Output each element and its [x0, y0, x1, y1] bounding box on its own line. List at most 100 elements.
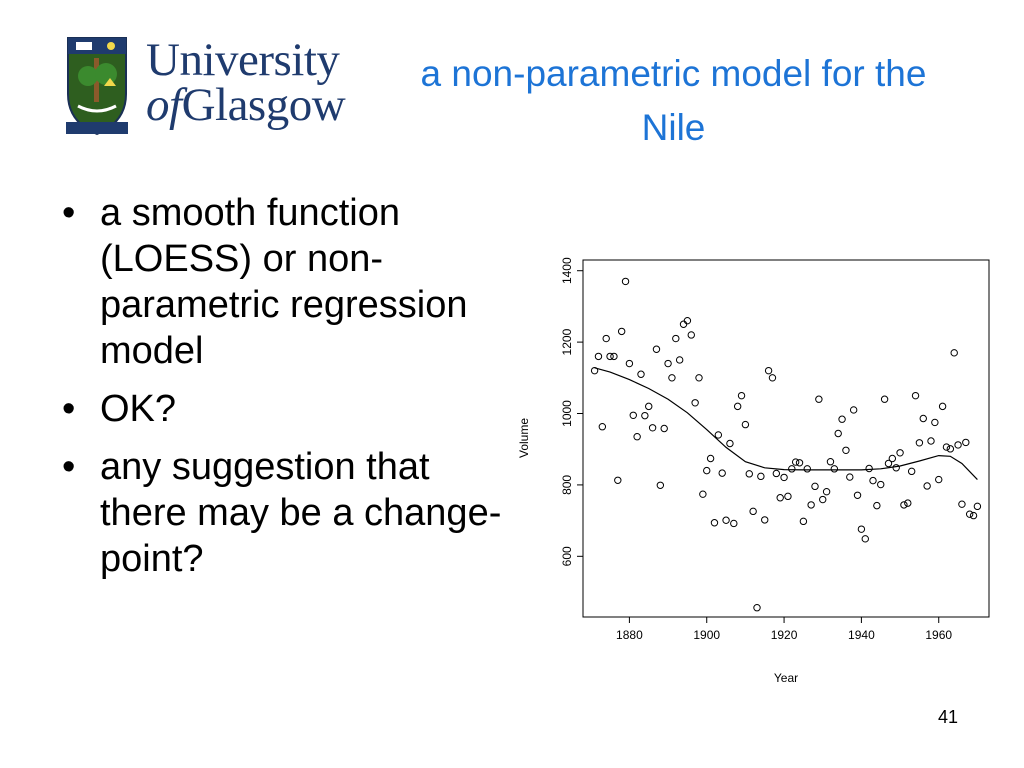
bullet-marker: • [62, 446, 76, 488]
data-point [730, 519, 738, 528]
data-point [749, 507, 757, 516]
data-point [938, 402, 947, 411]
data-point [865, 464, 873, 473]
data-point [791, 458, 800, 466]
data-point [838, 415, 846, 423]
data-point [733, 402, 742, 411]
page-number: 41 [938, 707, 959, 727]
university-logo: University ofGlasgow [66, 36, 388, 140]
data-point [590, 366, 599, 375]
data-point [803, 465, 811, 473]
data-point [853, 491, 862, 499]
data-point [857, 525, 866, 533]
data-point [869, 476, 877, 485]
data-point [637, 370, 645, 378]
data-point [772, 469, 781, 478]
data-point [675, 356, 684, 364]
data-point [822, 487, 831, 496]
y-axis-label: Volume [517, 418, 531, 458]
data-point [834, 429, 842, 438]
data-point [718, 469, 726, 477]
data-point [965, 510, 974, 518]
data-point [842, 446, 850, 454]
data-point [594, 352, 603, 361]
data-point [830, 465, 839, 473]
data-point [923, 482, 931, 490]
data-point [633, 433, 641, 441]
data-point [962, 438, 970, 447]
data-point [621, 277, 630, 286]
bullet-list: • a smooth function (LOESS) or non-parame… [62, 190, 502, 594]
data-point [699, 490, 707, 498]
data-point [710, 519, 719, 527]
data-point [695, 374, 703, 382]
data-point [656, 481, 665, 489]
data-point [737, 391, 746, 400]
data-point [687, 331, 695, 339]
data-point [819, 495, 827, 504]
x-axis-label: Year [774, 671, 798, 685]
data-point [935, 475, 943, 484]
data-point [625, 359, 634, 368]
data-point [795, 459, 804, 467]
data-point [969, 511, 978, 520]
data-point [761, 516, 769, 524]
data-point [915, 439, 924, 447]
data-point [896, 449, 904, 457]
slide-title: a non-parametric model for the Nile [420, 53, 927, 148]
y-tick-label: 600 [560, 546, 574, 566]
y-tick-label: 1000 [560, 400, 574, 427]
data-point [745, 470, 753, 478]
data-point [598, 423, 607, 431]
data-point [753, 604, 761, 612]
data-point [683, 316, 692, 325]
data-point [877, 480, 885, 489]
data-point [668, 374, 676, 382]
data-point [846, 473, 854, 481]
x-tick-label: 1880 [616, 628, 643, 642]
data-point [722, 516, 730, 524]
data-point [942, 443, 951, 451]
bullet-item: • a smooth function (LOESS) or non-parame… [62, 192, 468, 372]
data-point [703, 466, 711, 475]
x-tick-label: 1900 [693, 628, 720, 642]
data-point [629, 411, 637, 419]
data-point [617, 327, 626, 336]
data-point [826, 458, 835, 466]
data-point [652, 345, 661, 353]
data-point [648, 424, 657, 432]
data-point [907, 467, 916, 476]
data-point [614, 476, 622, 484]
data-point [815, 395, 823, 403]
y-tick-label: 1200 [560, 328, 574, 355]
data-point [958, 500, 966, 508]
data-point [927, 437, 935, 445]
data-point [706, 454, 715, 463]
data-point [799, 517, 808, 526]
data-point [768, 374, 777, 382]
data-point [807, 501, 815, 509]
data-point [849, 406, 858, 414]
x-tick-label: 1960 [925, 628, 952, 642]
data-point [788, 465, 796, 473]
data-point [757, 472, 765, 481]
y-tick-label: 1400 [560, 257, 574, 284]
data-point [892, 464, 900, 472]
data-point [880, 395, 889, 403]
data-point [602, 334, 610, 343]
x-tick-label: 1940 [848, 628, 875, 642]
data-point [714, 431, 723, 439]
data-point [904, 499, 912, 507]
data-point [645, 402, 653, 411]
data-point [911, 391, 920, 400]
logo-line-university: University [146, 34, 340, 86]
data-point [691, 399, 699, 407]
x-tick-label: 1920 [771, 628, 798, 642]
data-point [811, 482, 819, 491]
data-point [610, 352, 618, 361]
y-tick-label: 800 [560, 475, 574, 495]
data-point [741, 420, 750, 429]
data-point [664, 359, 672, 368]
bullet-item: • OK? [62, 388, 177, 430]
data-point [884, 459, 893, 468]
